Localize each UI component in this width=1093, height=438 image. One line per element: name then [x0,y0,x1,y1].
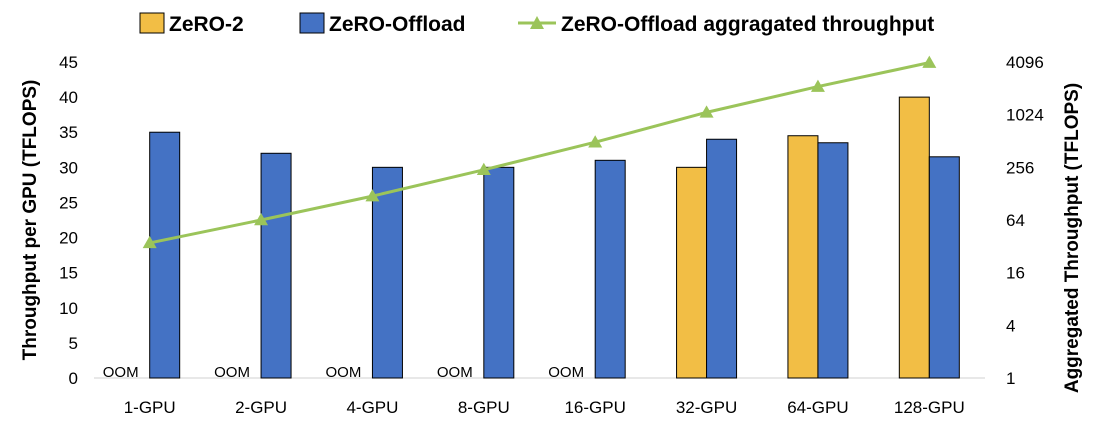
legend-label: ZeRO-2 [169,13,244,36]
legend-marker [530,16,544,29]
bar-zero-offload [371,166,403,379]
x-tick-label: 4-GPU [346,398,398,417]
bar-zero-offload [928,156,960,379]
oom-labels: OOM OOM OOM OOM OOM [103,364,584,381]
x-axis: 1-GPU 2-GPU 4-GPU 8-GPU 16-GPU 32-GPU 64-GPU 12… [94,377,985,417]
x-tick-label: 2-GPU [235,398,287,417]
oom-label: OOM [103,364,139,381]
throughput-point [142,235,157,249]
throughput-point [476,162,491,176]
bar-zero-offload [260,152,292,379]
throughput-point [365,189,380,202]
y-tick-label: 35 [59,123,78,142]
y2-tick-label: 64 [1006,211,1025,230]
y-axis-left: 0 5 10 15 20 25 30 35 40 45 [59,53,78,388]
y-tick-label: 5 [69,334,78,353]
oom-label: OOM [548,364,584,381]
y-tick-label: 15 [59,264,78,283]
legend-label: ZeRO-Offload [329,13,466,36]
bar-zero-2 [898,96,930,379]
y-axis-right: 1 4 16 64 256 1024 4096 [1006,53,1044,388]
legend-label: ZeRO-Offload aggragated throughput [561,13,934,36]
y-axis-title: Throughput per GPU (TFLOPS) [20,80,41,361]
throughput-line-path [149,61,930,245]
x-tick-label: 32-GPU [676,398,737,417]
throughput-point [810,79,825,92]
throughput-point [699,105,714,118]
x-tick-label: 1-GPU [124,398,176,417]
y2-tick-label: 1 [1006,369,1015,388]
throughput-point [922,55,937,68]
y2-axis-title: Aggregated Throughput (TFLOPS) [1062,83,1083,393]
x-tick-label: 128-GPU [894,398,965,417]
throughput-point [254,213,269,226]
oom-label: OOM [437,364,473,381]
legend-swatch [139,12,165,34]
y2-tick-label: 256 [1006,158,1034,177]
y-tick-label: 10 [59,299,78,318]
y2-tick-label: 4 [1006,316,1015,335]
bar-zero-offload [483,166,515,379]
y2-tick-label: 1024 [1006,106,1044,125]
bar-zero-offload [149,131,181,379]
bars [149,96,960,379]
y-tick-label: 30 [59,158,78,177]
oom-label: OOM [326,364,362,381]
bar-zero-offload [817,142,849,379]
y2-tick-label: 16 [1006,264,1025,283]
x-tick-label: 64-GPU [787,398,848,417]
legend-swatch [299,12,325,34]
bar-zero-2 [787,135,819,379]
y-tick-label: 0 [69,369,78,388]
bar-zero-offload [706,138,738,379]
bar-zero-offload [594,159,626,379]
legend: ZeRO-2 ZeRO-Offload ZeRO-Offload aggragate… [139,12,934,36]
y2-tick-label: 4096 [1006,53,1044,72]
oom-label: OOM [214,364,250,381]
throughput-line [142,55,937,249]
x-tick-label: 16-GPU [564,398,625,417]
bar-zero-2 [676,166,708,379]
y-tick-label: 45 [59,53,78,72]
x-tick-label: 8-GPU [458,398,510,417]
throughput-point [588,135,603,148]
y-tick-label: 20 [59,229,78,248]
y-tick-label: 25 [59,193,78,212]
y-tick-label: 40 [59,88,78,107]
